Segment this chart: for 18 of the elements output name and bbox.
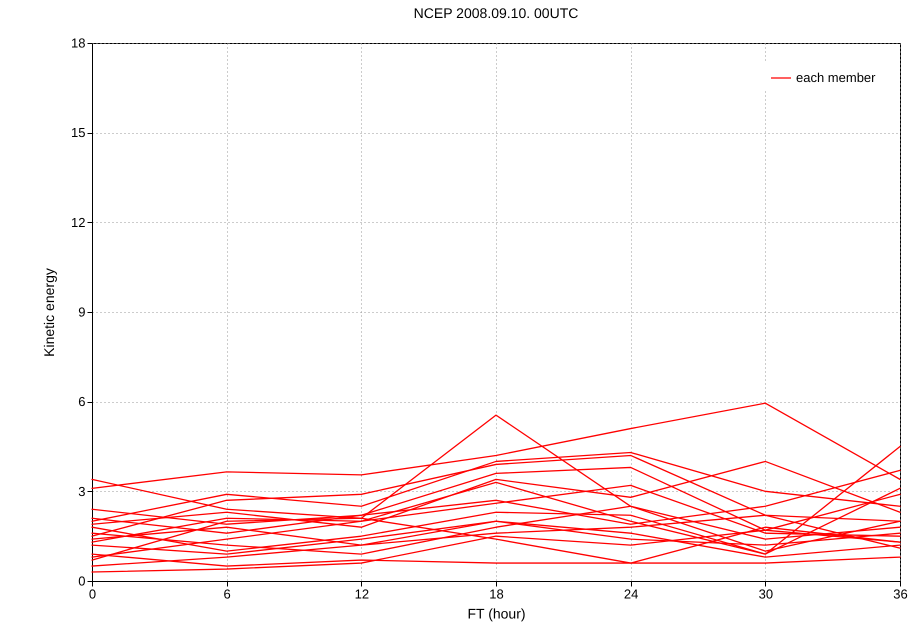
y-tick-label: 15	[71, 125, 86, 140]
y-axis-title: Kinetic energy	[41, 268, 58, 357]
y-tick-label: 12	[71, 214, 86, 230]
x-tick-label: 12	[354, 586, 370, 602]
x-tick-label: 36	[893, 586, 908, 602]
y-tick-label: 18	[71, 36, 86, 50]
x-tick-label: 30	[758, 586, 774, 602]
y-tick-label: 6	[78, 394, 86, 410]
x-tick-label: 24	[624, 586, 638, 602]
legend-label: each member	[796, 70, 876, 85]
x-tick-label: 18	[489, 586, 504, 602]
x-tick-label: 0	[88, 586, 96, 602]
chart-title: NCEP 2008.09.10. 00UTC	[414, 5, 578, 21]
x-axis-title: FT (hour)	[467, 606, 526, 622]
y-tick-label: 0	[78, 574, 86, 588]
y-tick-label: 3	[78, 484, 86, 499]
y-tick-label: 9	[78, 304, 86, 320]
x-tick-label: 6	[224, 586, 231, 602]
